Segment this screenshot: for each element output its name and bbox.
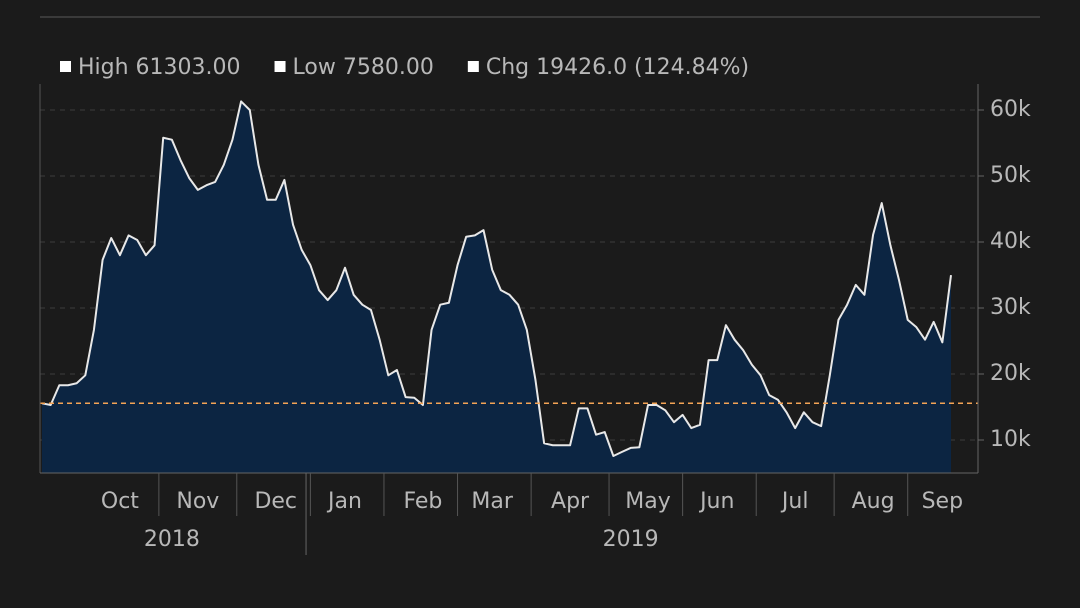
x-tick-label: May bbox=[625, 489, 670, 514]
legend-swatch bbox=[467, 61, 479, 72]
year-label: 2018 bbox=[144, 527, 200, 552]
x-tick-label: Sep bbox=[922, 489, 963, 514]
x-tick-label: Mar bbox=[471, 489, 513, 514]
x-tick-label: Jan bbox=[326, 489, 362, 514]
legend-label: Chg 19426.0 (124.84%) bbox=[486, 55, 749, 80]
legend-swatch bbox=[60, 61, 71, 72]
area bbox=[42, 101, 951, 473]
y-tick-label: 60k bbox=[990, 97, 1031, 122]
y-tick-label: 10k bbox=[990, 427, 1031, 452]
y-tick-label: 30k bbox=[990, 295, 1031, 320]
x-tick-label: Nov bbox=[176, 489, 219, 514]
y-tick-label: 40k bbox=[990, 229, 1031, 254]
year-label: 2019 bbox=[603, 527, 659, 552]
x-tick-label: Aug bbox=[852, 489, 895, 514]
legend-label: High 61303.00 bbox=[78, 55, 241, 80]
legend-swatch bbox=[274, 61, 286, 72]
x-tick-label: Oct bbox=[101, 489, 139, 514]
y-tick-label: 50k bbox=[990, 163, 1031, 188]
legend-label: Low 7580.00 bbox=[293, 55, 434, 80]
line bbox=[41, 100, 952, 457]
x-tick-label: Jun bbox=[698, 489, 734, 514]
x-tick-label: Feb bbox=[403, 489, 442, 514]
x-tick-label: Apr bbox=[551, 489, 590, 514]
y-tick-label: 20k bbox=[990, 361, 1031, 386]
x-tick-label: Dec bbox=[254, 489, 297, 514]
x-tick-label: Jul bbox=[780, 489, 809, 514]
